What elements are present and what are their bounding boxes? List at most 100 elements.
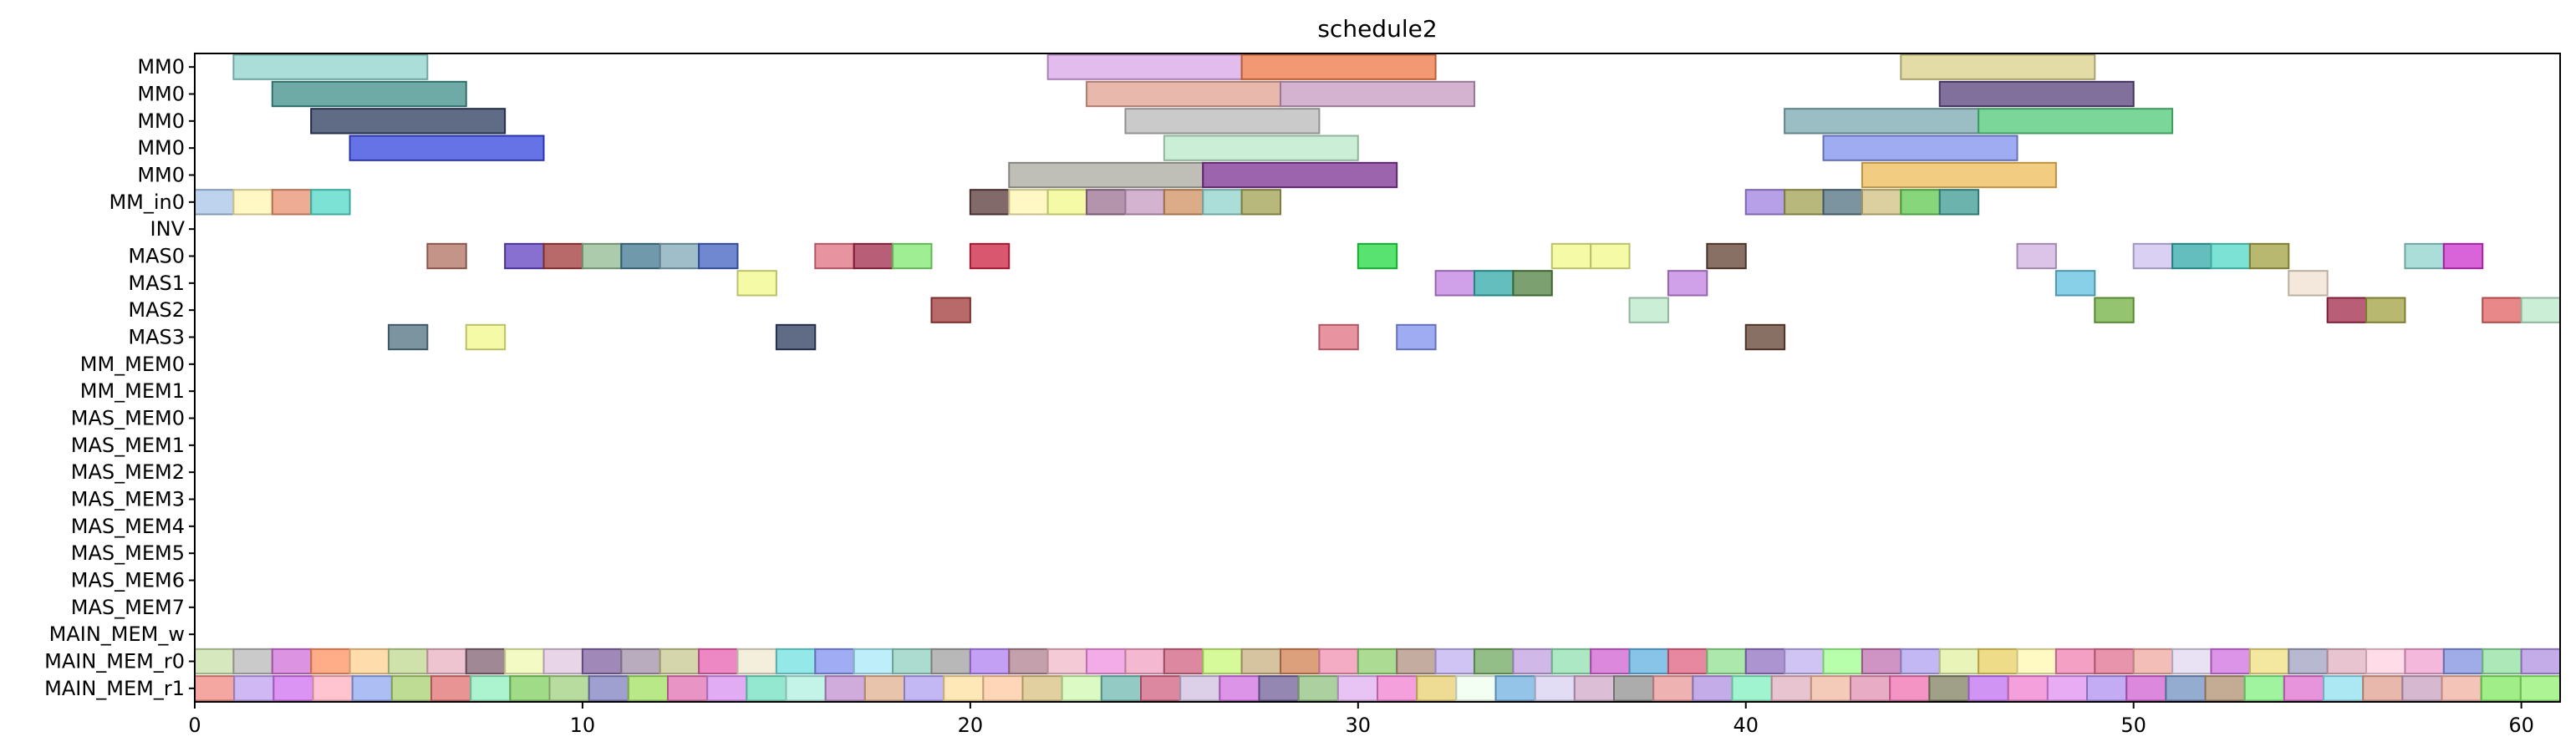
y-tick-label: MAS_MEM0 <box>71 407 185 430</box>
schedule-bar <box>312 675 354 702</box>
schedule-bar <box>627 675 669 702</box>
schedule-bar <box>1100 675 1143 702</box>
schedule-bar <box>1396 648 1437 675</box>
schedule-bar <box>430 675 472 702</box>
schedule-bar <box>1008 648 1049 675</box>
y-tick-label: MAS0 <box>128 245 185 268</box>
schedule-bar <box>698 242 739 270</box>
schedule-bar <box>1021 675 1063 702</box>
schedule-bar <box>1613 675 1655 702</box>
schedule-bar <box>1706 648 1747 675</box>
schedule-bar <box>1861 189 1902 216</box>
plot-frame <box>194 53 2561 703</box>
schedule-bar <box>1900 53 2096 80</box>
schedule-bar <box>1628 648 1669 675</box>
schedule-bar <box>1978 648 2019 675</box>
schedule-bar <box>1396 323 1437 351</box>
schedule-bar <box>785 675 827 702</box>
schedule-bar <box>698 648 739 675</box>
schedule-bar <box>1590 648 1631 675</box>
schedule-bar <box>504 648 545 675</box>
schedule-bar <box>659 242 700 270</box>
schedule-bar <box>2132 648 2174 675</box>
schedule-bar <box>232 648 273 675</box>
schedule-bar <box>232 189 273 216</box>
schedule-bar <box>272 675 314 702</box>
schedule-bar <box>2094 297 2135 323</box>
schedule-bar <box>1280 80 1475 108</box>
schedule-bar <box>1163 189 1204 216</box>
schedule-bar <box>1928 675 1970 702</box>
schedule-bar <box>1124 108 1321 135</box>
schedule-bar <box>969 189 1011 216</box>
schedule-bar <box>1512 270 1553 297</box>
schedule-bar <box>943 675 985 702</box>
y-tick-label: MAS_MEM7 <box>71 596 185 619</box>
schedule-bar <box>2016 648 2057 675</box>
schedule-bar <box>2520 297 2561 323</box>
schedule-bar <box>1219 675 1260 702</box>
schedule-bar <box>349 135 545 161</box>
schedule-bar <box>465 323 507 351</box>
y-tick-label: MAS_MEM5 <box>71 541 185 565</box>
schedule-bar <box>1163 135 1359 161</box>
schedule-bar <box>310 189 351 216</box>
schedule-bar <box>1318 648 1359 675</box>
schedule-bar <box>2442 242 2484 270</box>
schedule-bar <box>470 675 512 702</box>
schedule-bar <box>1357 648 1398 675</box>
y-tick-label: MM_MEM0 <box>80 353 185 376</box>
schedule-bar <box>659 648 700 675</box>
schedule-bar <box>1550 242 1592 270</box>
schedule-bar <box>1770 675 1812 702</box>
y-tick-label: MAIN_MEM_w <box>49 622 185 646</box>
schedule-bar <box>1202 648 1243 675</box>
schedule-bar <box>2365 648 2406 675</box>
schedule-bar <box>1744 323 1786 351</box>
schedule-bar <box>824 675 866 702</box>
schedule-bar <box>1861 648 1902 675</box>
schedule-bar <box>542 242 583 270</box>
schedule-bar <box>1008 189 1049 216</box>
schedule-bar <box>982 675 1024 702</box>
schedule-bar <box>904 675 945 702</box>
y-tick-label: MM_MEM1 <box>80 379 185 403</box>
schedule-bar <box>1810 675 1851 702</box>
schedule-bar <box>1706 242 1747 270</box>
schedule-bar <box>548 675 590 702</box>
x-tick-label: 0 <box>188 714 201 737</box>
schedule-bar <box>1652 675 1694 702</box>
schedule-bar <box>2210 648 2251 675</box>
schedule-bar <box>1692 675 1733 702</box>
schedule-bar <box>1822 648 1863 675</box>
schedule-bar <box>2094 648 2135 675</box>
schedule-bar <box>2132 242 2174 270</box>
bar-layer <box>194 53 2561 702</box>
y-axis: MM0 MM0 MM0 MM0 MM0 MM_in0 INV MAS0 MAS1 MAS2 MAS3… <box>44 55 195 700</box>
schedule-bar <box>1280 648 1321 675</box>
schedule-bar <box>194 675 236 702</box>
schedule-bar <box>1784 108 1980 135</box>
schedule-bar <box>1086 648 1127 675</box>
schedule-bar <box>1494 675 1536 702</box>
schedule-bar <box>390 675 433 702</box>
schedule-bar <box>1046 648 1088 675</box>
x-tick-label: 20 <box>958 714 984 737</box>
schedule-bar <box>1744 189 1786 216</box>
schedule-bar <box>194 189 235 216</box>
schedule-bar <box>2243 675 2285 702</box>
schedule-bar <box>2482 648 2523 675</box>
y-tick-label: MM0 <box>137 164 185 187</box>
schedule-bar <box>746 675 787 702</box>
schedule-bar <box>2210 242 2251 270</box>
schedule-bar <box>2404 242 2445 270</box>
x-tick-label: 50 <box>2120 714 2146 737</box>
schedule-bar <box>814 648 855 675</box>
schedule-bar <box>2365 297 2406 323</box>
schedule-bar <box>1968 675 2009 702</box>
schedule-bar <box>930 297 971 323</box>
schedule-bar <box>620 242 661 270</box>
schedule-bar <box>775 648 817 675</box>
schedule-bar <box>1822 135 2019 161</box>
schedule-bar <box>1731 675 1773 702</box>
